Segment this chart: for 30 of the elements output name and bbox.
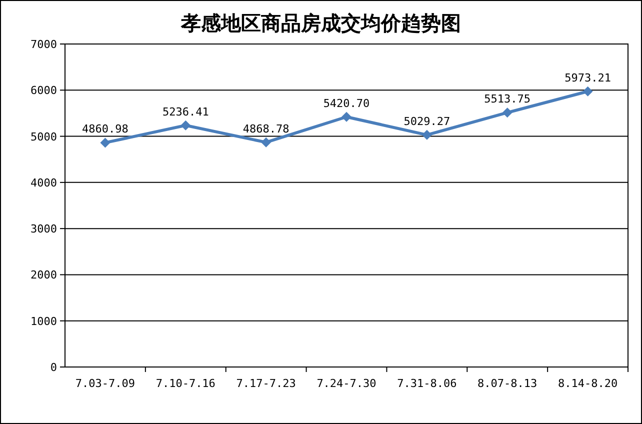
y-tick-label: 0 bbox=[50, 361, 57, 374]
y-tick-label: 7000 bbox=[30, 38, 57, 51]
x-tick-label: 7.24-7.30 bbox=[316, 377, 376, 390]
point bbox=[261, 137, 272, 148]
x-tick-label: 7.03-7.09 bbox=[75, 377, 136, 390]
point bbox=[582, 86, 593, 96]
data-label: 5513.75 bbox=[484, 92, 531, 106]
x-tick-label: 7.31-8.06 bbox=[397, 377, 457, 390]
point bbox=[502, 108, 512, 118]
x-tick-label: 8.07-8.13 bbox=[478, 377, 538, 390]
point bbox=[422, 130, 432, 140]
y-tick-label: 5000 bbox=[30, 130, 57, 144]
y-tick-label: 3000 bbox=[30, 222, 57, 236]
y-tick-label: 6000 bbox=[30, 84, 57, 98]
point bbox=[100, 138, 110, 148]
y-tick-label: 4000 bbox=[30, 176, 57, 190]
data-label: 4868.78 bbox=[242, 122, 290, 136]
chart-title: 孝感地区商品房成交均价趋势图 bbox=[180, 11, 461, 35]
x-tick-label: 7.10-7.16 bbox=[156, 377, 216, 390]
x-tick-label: 8.14-8.20 bbox=[558, 377, 618, 390]
data-label: 4860.98 bbox=[82, 122, 128, 136]
point bbox=[180, 120, 191, 130]
y-tick-label: 1000 bbox=[30, 314, 57, 328]
point bbox=[342, 112, 352, 122]
x-tick-label: 7.17-7.23 bbox=[236, 377, 296, 390]
data-label: 5236.41 bbox=[162, 105, 209, 118]
y-tick-label: 2000 bbox=[30, 268, 57, 282]
data-label: 5029.27 bbox=[404, 114, 450, 128]
data-label: 5973.21 bbox=[564, 71, 611, 84]
data-label: 5420.70 bbox=[323, 96, 370, 110]
